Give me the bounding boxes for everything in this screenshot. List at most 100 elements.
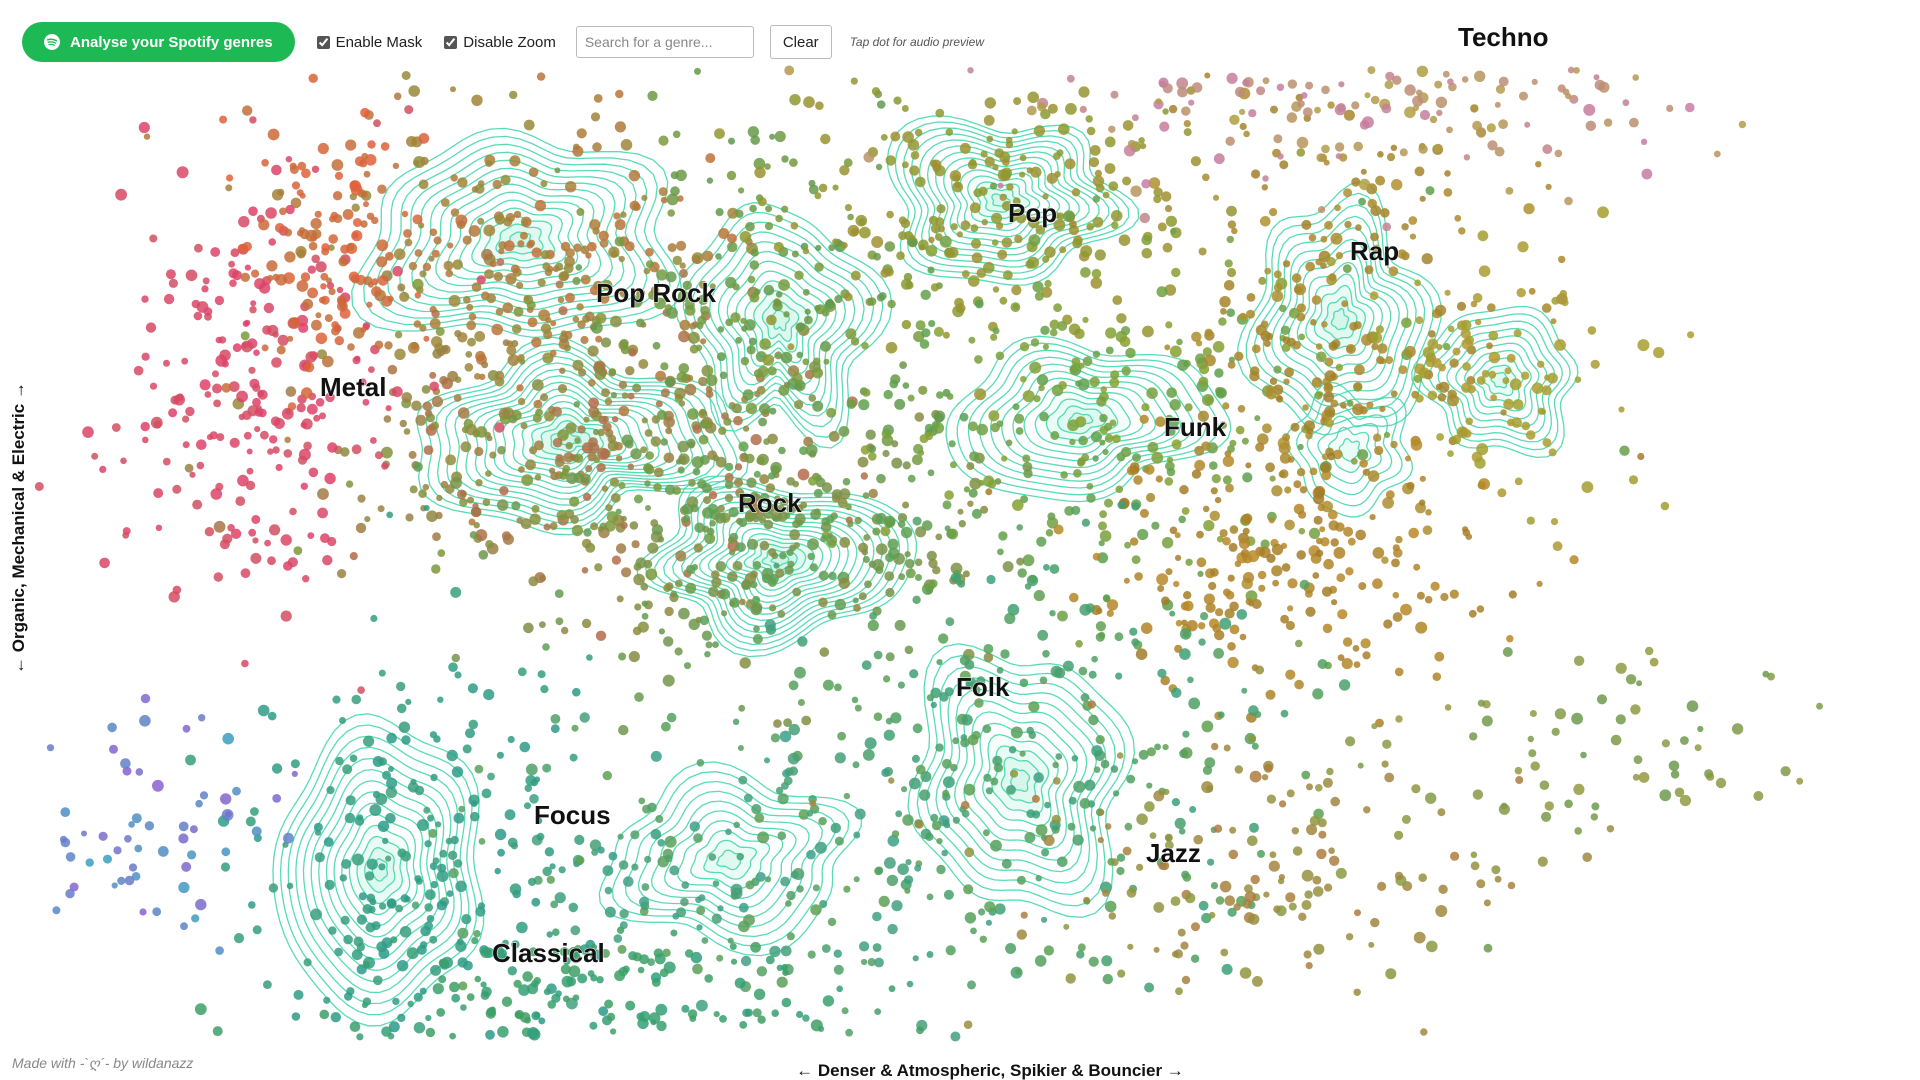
genre-dot[interactable]: [828, 571, 837, 581]
genre-dot[interactable]: [1063, 210, 1075, 223]
genre-dot[interactable]: [1141, 403, 1150, 412]
genre-dot[interactable]: [580, 473, 591, 484]
genre-dot[interactable]: [871, 236, 884, 248]
genre-dot[interactable]: [972, 730, 981, 740]
genre-dot[interactable]: [1411, 784, 1421, 794]
genre-dot[interactable]: [1341, 658, 1353, 670]
genre-dot[interactable]: [939, 692, 949, 702]
enable-mask-toggle[interactable]: Enable Mask: [316, 34, 422, 51]
genre-dot[interactable]: [227, 524, 235, 532]
genre-dot[interactable]: [1057, 610, 1068, 622]
genre-dot[interactable]: [873, 650, 883, 660]
genre-dot[interactable]: [1202, 765, 1213, 775]
genre-dot[interactable]: [1088, 670, 1097, 679]
genre-dot[interactable]: [995, 222, 1004, 230]
genre-dot[interactable]: [194, 243, 203, 253]
genre-dot[interactable]: [433, 236, 442, 245]
genre-dot[interactable]: [273, 418, 285, 429]
genre-dot[interactable]: [658, 628, 666, 635]
genre-dot[interactable]: [920, 828, 932, 840]
genre-dot[interactable]: [619, 909, 629, 919]
genre-dot[interactable]: [742, 389, 754, 401]
genre-dot[interactable]: [390, 936, 398, 944]
genre-dot[interactable]: [708, 586, 719, 598]
genre-dot[interactable]: [361, 152, 369, 160]
genre-dot[interactable]: [1024, 832, 1036, 843]
genre-dot[interactable]: [1630, 704, 1641, 715]
genre-dot[interactable]: [786, 504, 797, 514]
genre-dot[interactable]: [1521, 371, 1530, 380]
genre-dot[interactable]: [639, 1011, 651, 1022]
genre-dots[interactable]: [34, 65, 1823, 1042]
genre-dot[interactable]: [241, 342, 248, 349]
genre-dot[interactable]: [715, 456, 727, 468]
genre-dot[interactable]: [662, 674, 675, 687]
genre-dot[interactable]: [1162, 242, 1173, 253]
genre-dot[interactable]: [1001, 200, 1012, 211]
genre-dot[interactable]: [1122, 846, 1132, 856]
genre-dot[interactable]: [422, 262, 432, 272]
genre-dot[interactable]: [425, 1014, 432, 1022]
genre-dot[interactable]: [529, 794, 539, 804]
genre-dot[interactable]: [1092, 552, 1101, 561]
genre-dot[interactable]: [486, 435, 493, 442]
genre-dot[interactable]: [1104, 498, 1113, 508]
genre-dot[interactable]: [1251, 344, 1261, 354]
genre-dot[interactable]: [1078, 86, 1090, 98]
genre-dot[interactable]: [1014, 413, 1025, 424]
genre-dot[interactable]: [608, 246, 620, 258]
genre-dot[interactable]: [786, 932, 795, 941]
genre-dot[interactable]: [997, 182, 1004, 189]
genre-dot[interactable]: [538, 309, 551, 322]
genre-dot[interactable]: [1117, 500, 1126, 510]
genre-dot[interactable]: [496, 946, 505, 956]
genre-dot[interactable]: [1093, 766, 1101, 773]
genre-dot[interactable]: [385, 251, 394, 261]
genre-dot[interactable]: [1476, 879, 1486, 889]
genre-dot[interactable]: [902, 501, 910, 509]
genre-dot[interactable]: [678, 400, 686, 407]
genre-dot[interactable]: [326, 281, 335, 290]
genre-dot[interactable]: [871, 87, 881, 96]
genre-dot[interactable]: [1144, 464, 1155, 475]
genre-dot[interactable]: [1015, 968, 1022, 975]
genre-dot[interactable]: [1498, 119, 1508, 130]
genre-dot[interactable]: [693, 833, 703, 843]
genre-dot[interactable]: [470, 506, 482, 518]
genre-dot[interactable]: [818, 817, 827, 826]
genre-dot[interactable]: [1156, 286, 1168, 298]
genre-dot[interactable]: [964, 847, 975, 858]
genre-dot[interactable]: [471, 94, 483, 107]
genre-dot[interactable]: [1382, 497, 1394, 509]
genre-dot[interactable]: [738, 187, 745, 194]
genre-dot[interactable]: [631, 296, 643, 308]
genre-dot[interactable]: [985, 488, 993, 496]
genre-dot[interactable]: [1313, 943, 1325, 955]
genre-dot[interactable]: [1471, 451, 1483, 463]
genre-dot[interactable]: [764, 757, 770, 764]
genre-dot[interactable]: [1102, 889, 1110, 897]
genre-dot[interactable]: [543, 523, 551, 531]
genre-dot[interactable]: [122, 531, 130, 539]
genre-dot[interactable]: [1597, 206, 1609, 219]
genre-dot[interactable]: [1280, 614, 1289, 624]
genre-dot[interactable]: [459, 498, 468, 507]
genre-dot[interactable]: [1335, 153, 1342, 160]
genre-dot[interactable]: [1649, 657, 1659, 667]
genre-dot[interactable]: [1573, 783, 1585, 796]
genre-dot[interactable]: [1324, 357, 1334, 367]
genre-dot[interactable]: [1494, 146, 1505, 157]
genre-dot[interactable]: [643, 267, 651, 275]
genre-dot[interactable]: [719, 1015, 727, 1023]
genre-dot[interactable]: [1155, 416, 1166, 428]
genre-dot[interactable]: [743, 914, 755, 926]
genre-dot[interactable]: [714, 128, 725, 140]
genre-dot[interactable]: [1071, 357, 1081, 366]
genre-dot[interactable]: [568, 902, 579, 913]
genre-dot[interactable]: [1334, 142, 1345, 152]
genre-dot[interactable]: [1271, 290, 1284, 302]
genre-dot[interactable]: [942, 331, 950, 339]
genre-dot[interactable]: [678, 607, 690, 620]
genre-dot[interactable]: [1291, 827, 1300, 835]
genre-dot[interactable]: [1319, 526, 1326, 533]
